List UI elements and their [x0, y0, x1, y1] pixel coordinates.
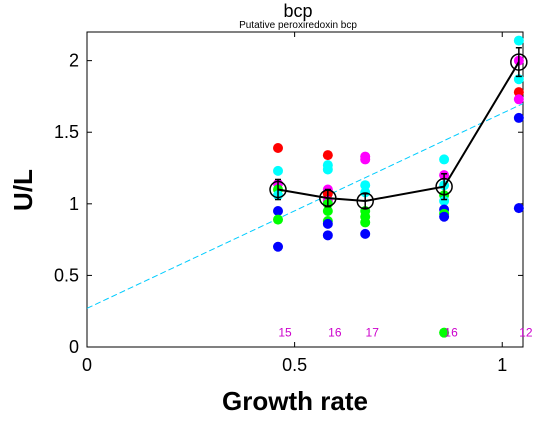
axis-ticks: 0 0.5 1 0 0.5 1 1.5 2: [54, 32, 523, 375]
data-point: [513, 87, 524, 98]
data-point: [273, 205, 284, 216]
data-point: [513, 112, 524, 123]
data-point: [360, 180, 371, 191]
data-point: [322, 205, 333, 216]
x-tick-label: 1: [497, 355, 507, 375]
data-point: [513, 35, 524, 46]
data-point: [273, 214, 284, 225]
mean-marker: [356, 192, 374, 210]
chart-subtitle: Putative peroxiredoxin bcp: [239, 20, 357, 31]
count-label: 16: [328, 326, 342, 340]
data-point: [322, 230, 333, 241]
mean-marker: [269, 180, 287, 199]
data-point: [360, 228, 371, 239]
mean-marker: [319, 189, 337, 207]
data-point: [322, 150, 333, 161]
data-point: [439, 195, 450, 206]
data-point: [273, 241, 284, 252]
y-tick-label: 0.5: [54, 265, 79, 285]
fit-line-layer: [86, 103, 524, 309]
x-tick-label: 0.5: [282, 355, 307, 375]
y-axis-label: U/L: [8, 169, 38, 211]
data-point: [273, 165, 284, 176]
data-point: [439, 211, 450, 222]
count-label: 15: [278, 326, 292, 340]
y-tick-label: 2: [69, 51, 79, 71]
data-point: [513, 94, 524, 105]
y-tick-label: 0: [69, 337, 79, 357]
data-point: [360, 217, 371, 228]
y-tick-label: 1: [69, 194, 79, 214]
plot-area: [86, 31, 524, 348]
x-tick-label: 0: [82, 355, 92, 375]
data-point: [273, 142, 284, 153]
count-label: 12: [519, 326, 533, 340]
mean-series-layer: [269, 47, 528, 210]
chart-title: bcp: [283, 1, 312, 21]
count-labels-layer: 15 16 17 16 12: [278, 326, 533, 340]
mean-marker: [435, 177, 453, 196]
count-label: 16: [444, 326, 458, 340]
y-tick-label: 1.5: [54, 122, 79, 142]
data-point: [439, 327, 450, 338]
data-point: [322, 218, 333, 229]
data-point: [513, 203, 524, 214]
fit-line: [86, 103, 524, 309]
data-point: [360, 154, 371, 165]
data-point: [322, 164, 333, 175]
x-axis-label: Growth rate: [222, 386, 368, 416]
data-point: [439, 154, 450, 165]
count-label: 17: [366, 326, 380, 340]
mean-marker: [510, 53, 528, 71]
